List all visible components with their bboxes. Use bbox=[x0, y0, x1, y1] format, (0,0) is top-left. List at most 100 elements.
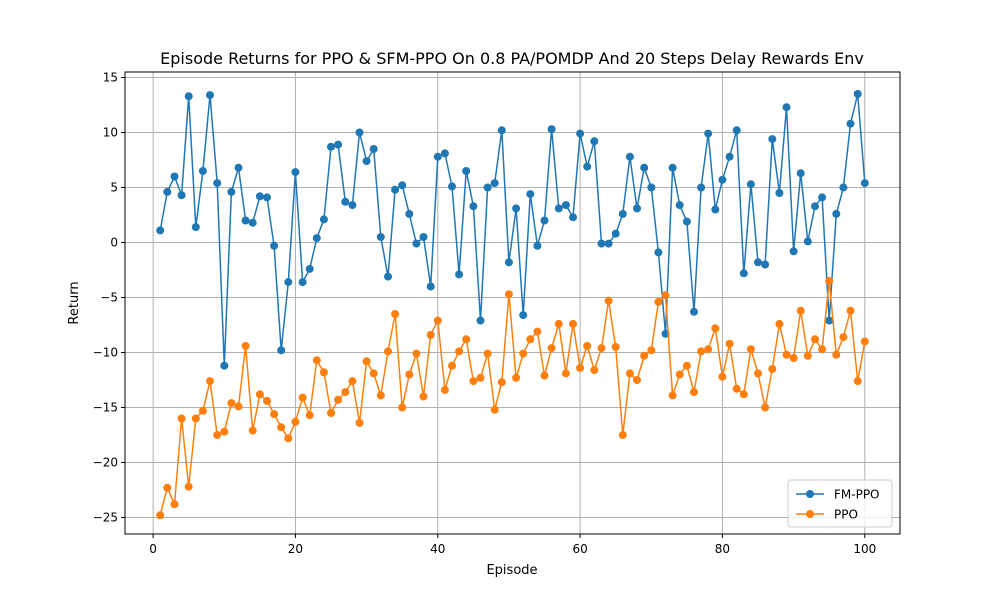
data-point-ppo bbox=[647, 346, 656, 355]
data-point-ppo bbox=[391, 310, 400, 318]
data-point-ppo bbox=[782, 350, 791, 359]
data-point-fm-ppo bbox=[177, 191, 186, 200]
data-point-ppo bbox=[312, 356, 321, 365]
data-point-fm-ppo bbox=[206, 91, 214, 100]
data-point-fm-ppo bbox=[768, 135, 777, 144]
data-point-fm-ppo bbox=[440, 149, 449, 158]
data-point-ppo bbox=[263, 396, 271, 405]
data-point-ppo bbox=[739, 390, 748, 399]
data-point-fm-ppo bbox=[512, 204, 521, 213]
plot-frame bbox=[124, 71, 901, 535]
data-point-ppo bbox=[398, 403, 407, 412]
series-line-ppo bbox=[159, 280, 866, 516]
data-point-ppo bbox=[319, 368, 328, 377]
data-point-ppo bbox=[170, 500, 179, 509]
data-point-fm-ppo bbox=[825, 316, 834, 325]
data-point-ppo bbox=[184, 482, 193, 491]
data-point-ppo bbox=[732, 384, 741, 393]
data-point-ppo bbox=[440, 385, 449, 394]
data-point-fm-ppo bbox=[818, 193, 827, 202]
data-point-fm-ppo bbox=[803, 237, 812, 246]
data-point-fm-ppo bbox=[782, 103, 791, 112]
data-point-fm-ppo bbox=[668, 163, 677, 172]
data-point-ppo bbox=[177, 414, 186, 423]
data-point-ppo bbox=[625, 369, 634, 378]
data-point-fm-ppo bbox=[561, 201, 570, 210]
data-point-fm-ppo bbox=[775, 189, 784, 197]
y-axis-ticks: −25 −20 −15 −10 −5 0 5 10 15 bbox=[93, 71, 125, 525]
data-point-fm-ppo bbox=[227, 187, 236, 196]
data-point-fm-ppo bbox=[291, 168, 300, 177]
data-point-ppo bbox=[191, 414, 200, 423]
data-point-ppo bbox=[697, 347, 706, 356]
y-tick-label: −25 bbox=[93, 511, 118, 525]
data-point-ppo bbox=[519, 349, 528, 358]
data-point-ppo bbox=[825, 277, 834, 285]
data-point-fm-ppo bbox=[647, 183, 656, 192]
data-point-ppo bbox=[248, 426, 257, 435]
data-point-fm-ppo bbox=[526, 190, 535, 199]
data-point-ppo bbox=[227, 399, 236, 408]
data-point-fm-ppo bbox=[569, 213, 577, 222]
data-point-fm-ppo bbox=[298, 278, 307, 287]
series-fm-ppo bbox=[156, 90, 869, 370]
data-point-fm-ppo bbox=[284, 278, 293, 287]
data-point-ppo bbox=[483, 349, 492, 358]
data-point-ppo bbox=[334, 395, 343, 404]
data-point-fm-ppo bbox=[611, 229, 620, 238]
data-point-fm-ppo bbox=[184, 92, 193, 101]
data-point-ppo bbox=[611, 343, 620, 351]
data-point-fm-ppo bbox=[725, 152, 734, 161]
data-point-ppo bbox=[533, 327, 542, 336]
data-point-ppo bbox=[298, 393, 307, 402]
data-point-fm-ppo bbox=[718, 175, 727, 184]
data-point-ppo bbox=[512, 373, 521, 382]
data-point-ppo bbox=[234, 402, 243, 411]
data-point-ppo bbox=[198, 406, 207, 415]
data-point-fm-ppo bbox=[469, 202, 478, 211]
series-ppo bbox=[156, 277, 869, 520]
x-tick-label: 20 bbox=[288, 542, 303, 556]
data-point-ppo bbox=[633, 376, 641, 384]
data-point-ppo bbox=[690, 388, 698, 397]
data-point-fm-ppo bbox=[376, 233, 385, 241]
legend-box bbox=[787, 479, 893, 528]
data-point-fm-ppo bbox=[497, 126, 506, 135]
grid bbox=[125, 72, 900, 534]
chart-title: Episode Returns for PPO & SFM-PPO On 0.8… bbox=[160, 49, 864, 68]
legend-label: PPO bbox=[834, 508, 858, 522]
data-point-ppo bbox=[839, 333, 848, 342]
data-point-fm-ppo bbox=[170, 172, 179, 181]
data-point-ppo bbox=[156, 511, 165, 520]
data-point-fm-ppo bbox=[191, 223, 200, 232]
data-point-ppo bbox=[860, 337, 869, 346]
data-point-fm-ppo bbox=[277, 346, 286, 355]
y-axis-label: Return bbox=[67, 281, 82, 324]
data-point-ppo bbox=[426, 330, 435, 339]
data-point-ppo bbox=[348, 377, 357, 386]
data-point-fm-ppo bbox=[746, 180, 755, 189]
data-point-ppo bbox=[803, 351, 812, 360]
data-point-fm-ppo bbox=[654, 248, 663, 257]
data-point-ppo bbox=[412, 349, 421, 358]
data-point-ppo bbox=[796, 306, 805, 315]
y-tick-label: −5 bbox=[100, 291, 118, 305]
data-point-fm-ppo bbox=[241, 216, 250, 225]
data-point-ppo bbox=[561, 369, 570, 378]
data-point-fm-ppo bbox=[334, 140, 343, 149]
data-point-ppo bbox=[270, 410, 279, 419]
data-point-ppo bbox=[811, 335, 819, 344]
data-point-ppo bbox=[654, 297, 663, 306]
data-point-fm-ppo bbox=[519, 311, 528, 320]
data-point-ppo bbox=[433, 316, 442, 325]
data-point-fm-ppo bbox=[697, 183, 706, 192]
data-point-fm-ppo bbox=[490, 179, 499, 188]
data-point-fm-ppo bbox=[604, 239, 613, 248]
data-point-ppo bbox=[497, 378, 506, 387]
data-point-fm-ppo bbox=[384, 272, 392, 281]
data-point-fm-ppo bbox=[391, 185, 400, 194]
data-point-ppo bbox=[547, 344, 556, 353]
data-point-ppo bbox=[718, 372, 727, 381]
data-point-fm-ppo bbox=[412, 239, 421, 248]
data-point-fm-ppo bbox=[590, 137, 599, 146]
